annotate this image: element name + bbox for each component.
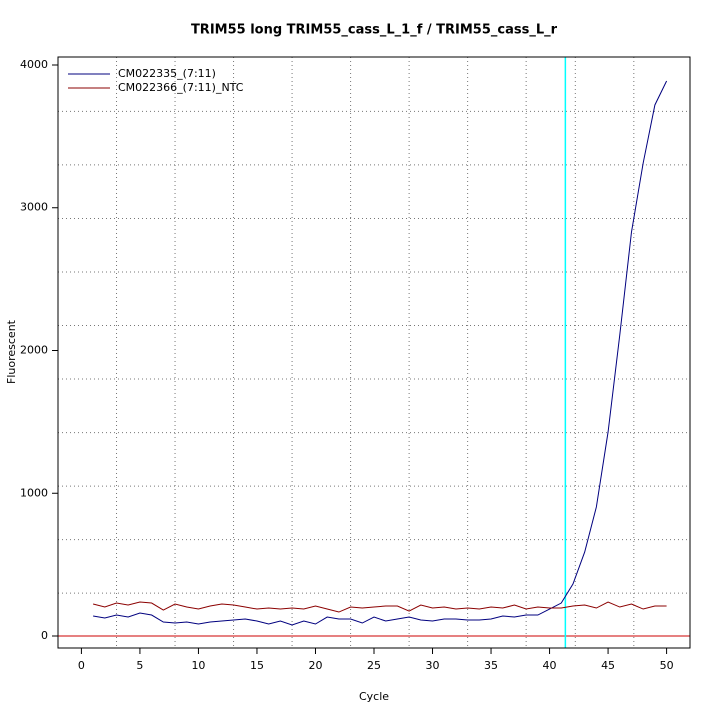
x-tick-label: 45	[601, 659, 615, 672]
y-tick-label: 1000	[20, 486, 48, 499]
chart-title: TRIM55 long TRIM55_cass_L_1_f / TRIM55_c…	[191, 23, 558, 38]
series-line	[93, 80, 668, 626]
y-tick-label: 2000	[20, 344, 48, 357]
y-tick-label: 4000	[20, 58, 48, 71]
x-tick-label: 0	[78, 659, 85, 672]
legend-label: CM022335_(7:11)	[118, 67, 216, 80]
x-tick-label: 30	[426, 659, 440, 672]
x-tick-label: 20	[308, 659, 322, 672]
y-tick-label: 3000	[20, 201, 48, 214]
x-tick-label: 10	[191, 659, 205, 672]
x-tick-label: 35	[484, 659, 498, 672]
plot-frame	[57, 56, 691, 649]
x-tick-label: 15	[250, 659, 264, 672]
x-axis-label: Cycle	[359, 690, 389, 703]
x-tick-label: 5	[136, 659, 143, 672]
y-tick-label: 0	[41, 629, 48, 642]
x-tick-label: 50	[660, 659, 674, 672]
x-tick-label: 25	[367, 659, 381, 672]
series-line	[92, 601, 667, 613]
y-axis-label: Fluorescent	[5, 319, 18, 384]
legend-label: CM022366_(7:11)_NTC	[118, 81, 244, 94]
x-tick-label: 40	[543, 659, 557, 672]
